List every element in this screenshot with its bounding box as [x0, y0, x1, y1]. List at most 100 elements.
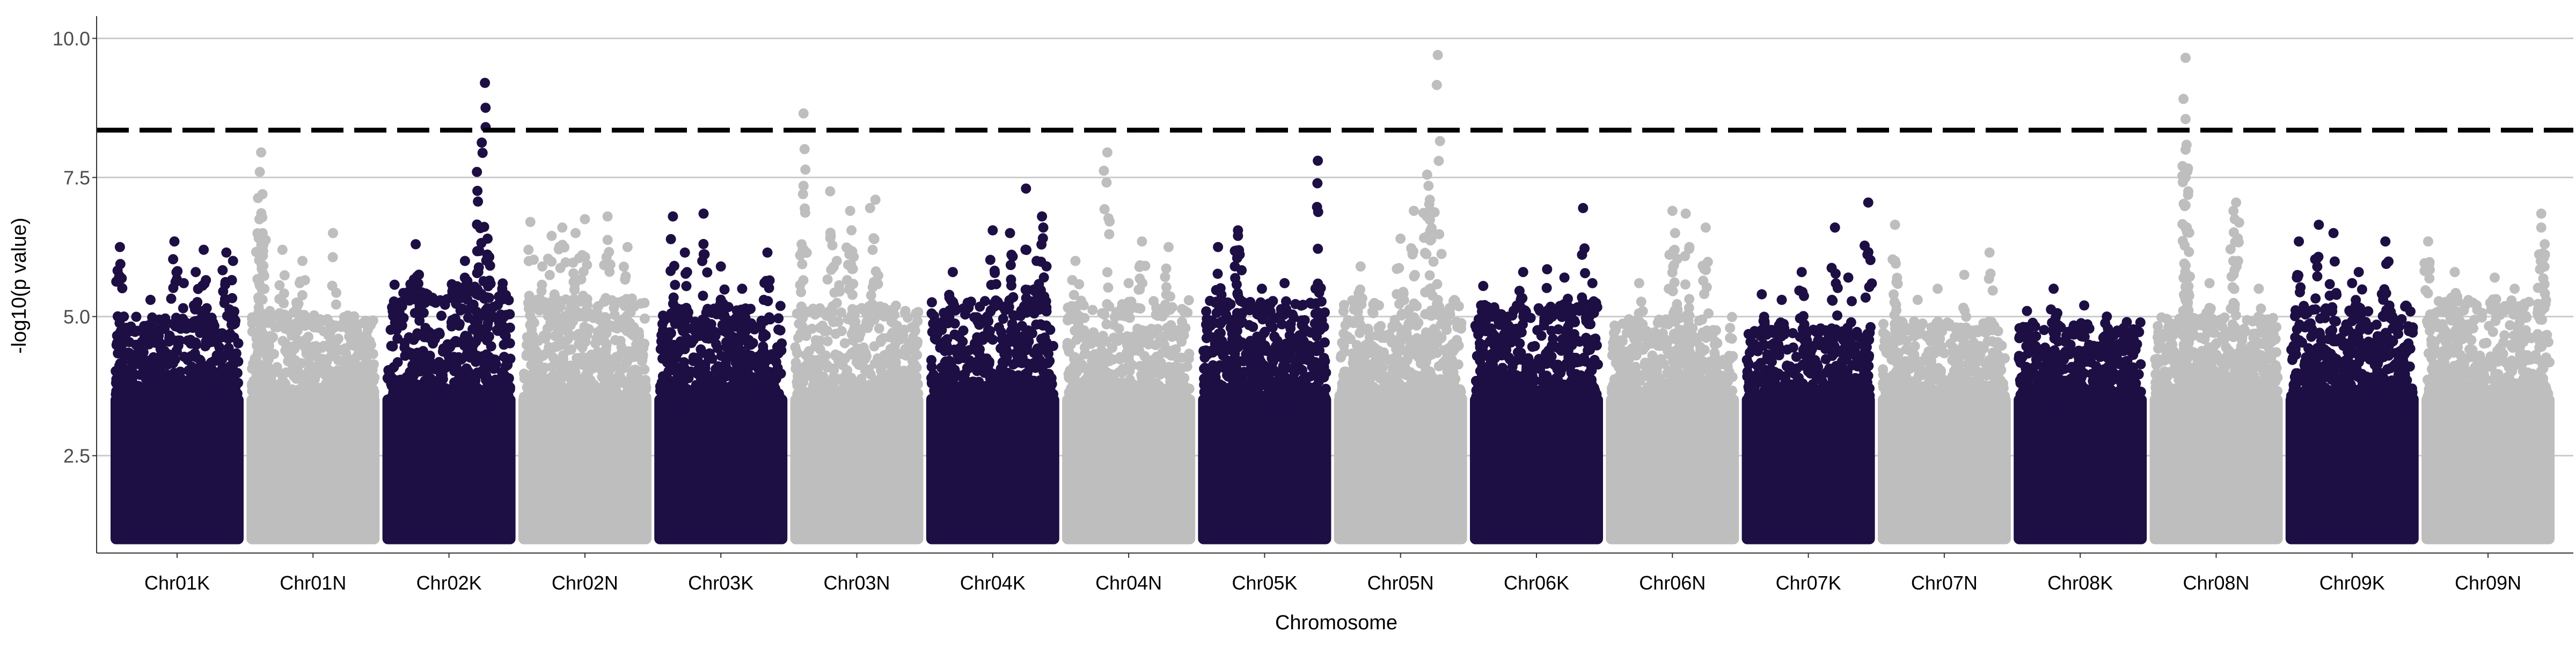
snp-point [658, 310, 668, 321]
snp-point [775, 325, 786, 336]
snp-point [170, 374, 180, 384]
snp-point [317, 398, 327, 408]
baseline-points [246, 395, 379, 544]
snp-point [222, 395, 232, 405]
snp-point [866, 290, 876, 301]
peak-point [580, 214, 590, 224]
snp-point [254, 373, 264, 383]
snp-point [640, 314, 650, 324]
snp-point [305, 394, 316, 404]
snp-point [362, 318, 372, 328]
snp-point [387, 341, 398, 352]
snp-point [205, 359, 215, 369]
snp-point [412, 271, 422, 281]
snp-point [817, 321, 828, 331]
snp-point [193, 373, 203, 383]
snp-point [893, 380, 903, 390]
chromosome-points-Chr03N [791, 108, 924, 544]
peak-point [170, 236, 180, 246]
snp-point [658, 398, 668, 408]
snp-point [871, 266, 881, 277]
snp-point [537, 280, 547, 290]
snp-point [408, 335, 419, 345]
snp-point [195, 355, 206, 366]
snp-point [289, 344, 299, 354]
snp-point [247, 326, 258, 337]
chromosome-points-Chr01N [246, 147, 379, 544]
snp-point [601, 314, 611, 324]
peak-point [297, 256, 308, 266]
snp-point [451, 336, 461, 346]
snp-point [534, 353, 544, 364]
snp-point [629, 352, 639, 362]
snp-point [555, 379, 566, 389]
snp-point [546, 398, 557, 408]
snp-point [230, 316, 240, 326]
snp-point [157, 371, 167, 381]
snp-point [615, 366, 625, 376]
snp-point [817, 376, 827, 387]
snp-point [168, 283, 178, 293]
chromosome-points-Chr02N [518, 212, 652, 544]
snp-point [217, 265, 228, 275]
snp-point [913, 307, 923, 317]
snp-point [527, 315, 537, 325]
snp-point [869, 315, 880, 325]
baseline-points [791, 395, 924, 544]
snp-point [665, 266, 676, 276]
snp-point [679, 357, 689, 367]
snp-point [481, 256, 492, 266]
peak-point [411, 239, 421, 249]
snp-point [434, 328, 444, 338]
snp-point [885, 344, 896, 354]
snp-point [540, 303, 550, 313]
snp-point [527, 396, 537, 406]
snp-point [472, 220, 482, 230]
snp-point [828, 240, 838, 250]
snp-point [405, 368, 415, 378]
snp-point [280, 345, 290, 355]
peak-point [799, 181, 809, 191]
snp-point [557, 398, 567, 408]
snp-point [462, 364, 472, 374]
baseline-points [926, 395, 1059, 544]
snp-point [998, 314, 1008, 324]
snp-point [279, 298, 289, 308]
snp-point [434, 357, 444, 367]
snp-point [473, 197, 483, 207]
peak-point [221, 248, 231, 258]
snp-point [555, 242, 566, 252]
snp-point [823, 336, 833, 346]
snp-point [609, 322, 619, 332]
snp-point [474, 246, 485, 256]
snp-point [792, 347, 802, 358]
snp-point [757, 369, 767, 380]
snp-point [440, 300, 450, 310]
snp-point [186, 351, 196, 361]
snp-point [691, 380, 701, 390]
snp-point [588, 398, 598, 408]
snp-point [893, 395, 903, 405]
peak-point [145, 295, 156, 305]
snp-point [347, 370, 357, 380]
peak-point [699, 208, 709, 219]
snp-point [912, 350, 922, 360]
snp-point [639, 298, 649, 308]
peak-point [557, 222, 567, 232]
snp-point [421, 330, 431, 340]
snp-point [526, 338, 536, 348]
peak-point [277, 245, 288, 255]
snp-point [681, 281, 691, 291]
snp-point [485, 275, 495, 286]
snp-point [389, 296, 399, 307]
snp-point [796, 302, 807, 312]
peak-point [716, 261, 726, 272]
snp-point [494, 325, 504, 336]
snp-point [552, 341, 562, 352]
snp-point [848, 252, 859, 262]
snp-point [843, 314, 853, 324]
snp-point [202, 369, 213, 379]
snp-point [281, 321, 291, 331]
snp-point [873, 279, 883, 289]
snp-point [900, 344, 910, 354]
